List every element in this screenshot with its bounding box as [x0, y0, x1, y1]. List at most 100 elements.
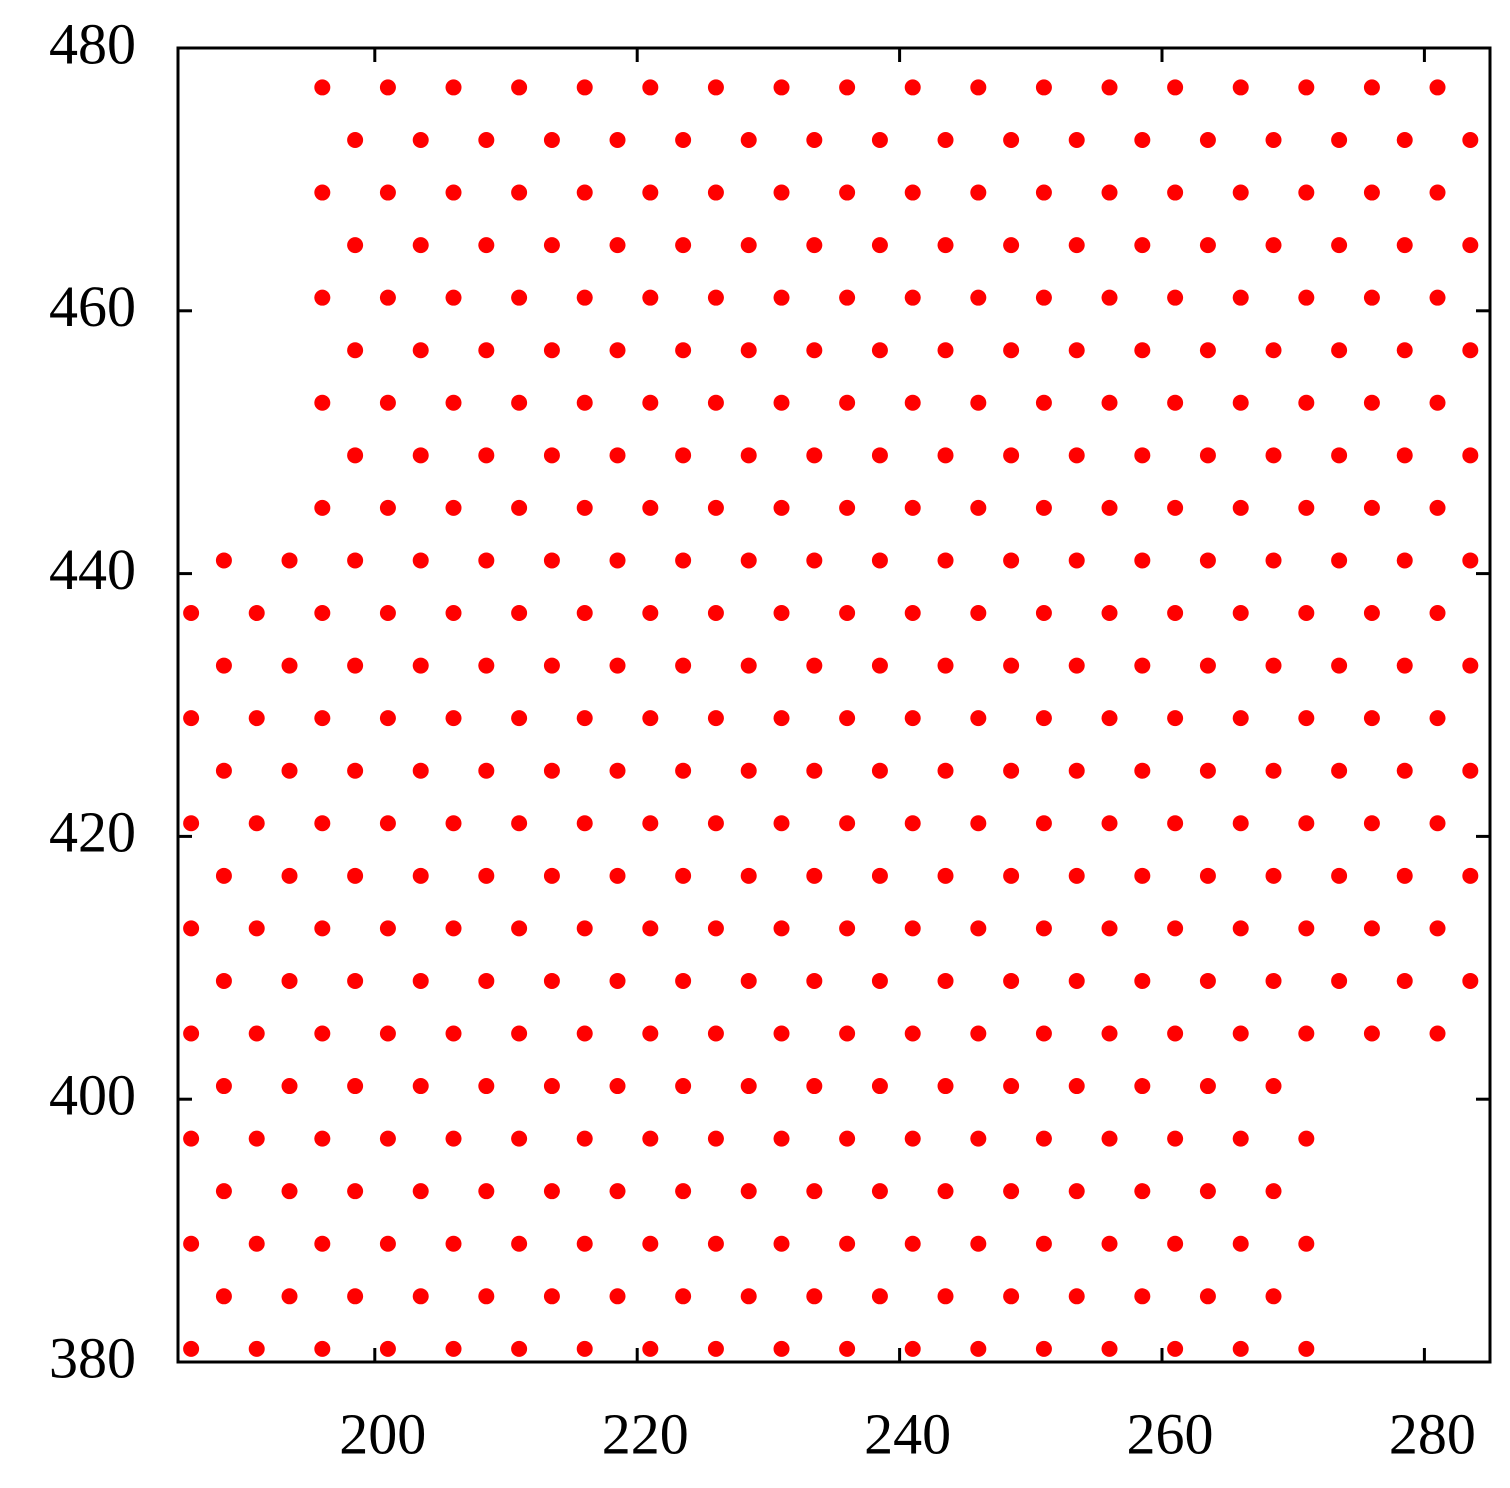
point — [707, 1235, 724, 1252]
point — [1134, 342, 1151, 359]
point — [576, 1340, 593, 1357]
point — [871, 237, 888, 254]
point — [675, 1183, 692, 1200]
point — [511, 79, 528, 96]
point — [1167, 1130, 1184, 1147]
point — [1101, 499, 1118, 516]
point — [248, 605, 265, 622]
point — [1331, 657, 1348, 674]
point — [675, 657, 692, 674]
point — [183, 815, 200, 832]
point — [412, 657, 429, 674]
point — [314, 1025, 331, 1042]
point — [1298, 1025, 1315, 1042]
point — [642, 499, 659, 516]
point — [576, 920, 593, 937]
point — [314, 499, 331, 516]
point — [1363, 394, 1380, 411]
point — [412, 867, 429, 884]
point — [314, 920, 331, 937]
point — [904, 1340, 921, 1357]
point — [543, 1078, 560, 1095]
point — [1396, 657, 1413, 674]
point — [1429, 1025, 1446, 1042]
point — [609, 1288, 626, 1305]
point — [511, 394, 528, 411]
point — [1101, 394, 1118, 411]
point — [1298, 1235, 1315, 1252]
point — [1462, 552, 1479, 569]
point — [937, 342, 954, 359]
point — [642, 815, 659, 832]
point — [904, 184, 921, 201]
point — [1265, 447, 1282, 464]
point — [609, 867, 626, 884]
point — [1167, 499, 1184, 516]
point — [1068, 447, 1085, 464]
point — [445, 1130, 462, 1147]
point — [642, 710, 659, 727]
point — [576, 289, 593, 306]
point — [543, 342, 560, 359]
point — [871, 762, 888, 779]
point — [675, 972, 692, 989]
point — [773, 1130, 790, 1147]
point — [707, 79, 724, 96]
point — [773, 920, 790, 937]
point — [1199, 762, 1216, 779]
point — [1363, 289, 1380, 306]
point — [1134, 867, 1151, 884]
point — [543, 1183, 560, 1200]
point — [379, 710, 396, 727]
point — [1068, 1288, 1085, 1305]
point — [511, 815, 528, 832]
point — [576, 394, 593, 411]
point — [740, 1183, 757, 1200]
point — [970, 920, 987, 937]
point — [937, 867, 954, 884]
point — [740, 552, 757, 569]
point — [937, 237, 954, 254]
point — [937, 972, 954, 989]
point — [1101, 1025, 1118, 1042]
point — [379, 1025, 396, 1042]
point — [904, 289, 921, 306]
point — [347, 1078, 364, 1095]
point — [445, 605, 462, 622]
point — [740, 342, 757, 359]
point — [1101, 920, 1118, 937]
point — [478, 1183, 495, 1200]
point — [675, 762, 692, 779]
point — [609, 552, 626, 569]
point — [806, 447, 823, 464]
point — [1265, 237, 1282, 254]
point — [904, 920, 921, 937]
point — [248, 1235, 265, 1252]
y-tick-label: 400 — [49, 1063, 136, 1128]
point — [1232, 1235, 1249, 1252]
point — [609, 657, 626, 674]
point — [1035, 1340, 1052, 1357]
point — [1396, 972, 1413, 989]
point — [1167, 79, 1184, 96]
point — [1265, 552, 1282, 569]
point — [1429, 394, 1446, 411]
point — [675, 1078, 692, 1095]
point — [379, 605, 396, 622]
point — [445, 394, 462, 411]
point — [1199, 1288, 1216, 1305]
y-tick-label: 380 — [49, 1325, 136, 1390]
point — [215, 552, 232, 569]
point — [707, 184, 724, 201]
point — [1068, 762, 1085, 779]
point — [1331, 552, 1348, 569]
point — [1003, 867, 1020, 884]
point — [937, 1288, 954, 1305]
point — [871, 131, 888, 148]
point — [675, 552, 692, 569]
point — [1298, 710, 1315, 727]
point — [1035, 710, 1052, 727]
y-tick-label: 460 — [49, 274, 136, 339]
point — [871, 1288, 888, 1305]
point — [839, 1235, 856, 1252]
